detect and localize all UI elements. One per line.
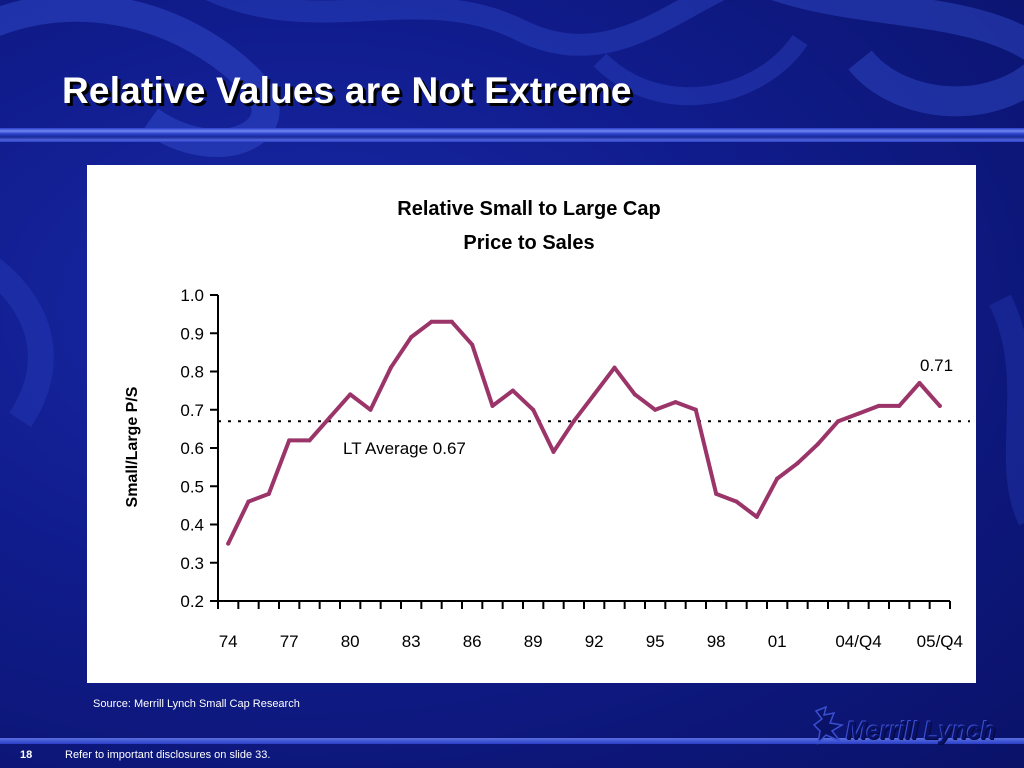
series-line	[226, 319, 942, 546]
data-point	[368, 407, 373, 412]
data-point	[937, 403, 942, 408]
data-point	[470, 342, 475, 347]
data-point	[754, 514, 759, 519]
y-tick-label: 1.0	[180, 286, 204, 305]
x-tick-label: 80	[341, 632, 360, 651]
data-point	[693, 407, 698, 412]
axes: 0.2 0.3 0.4 0.5 0.6 0.7 0.8 0.9 1.0 74 77 80 83 86 89 9…	[180, 286, 963, 651]
y-tick-label: 0.7	[180, 401, 204, 420]
disclosure-note: Refer to important disclosures on slide …	[65, 749, 271, 761]
data-point	[917, 380, 922, 385]
data-point	[510, 388, 515, 393]
x-tick-label: 74	[219, 632, 238, 651]
data-point	[856, 411, 861, 416]
data-point	[734, 499, 739, 504]
chart: Relative Small to Large Cap Price to Sal…	[124, 198, 970, 651]
x-tick-label: 95	[646, 632, 665, 651]
x-tick-label: 86	[463, 632, 482, 651]
data-point	[327, 415, 332, 420]
data-point	[673, 400, 678, 405]
data-point	[897, 403, 902, 408]
data-point	[714, 491, 719, 496]
y-tick-label: 0.5	[180, 477, 204, 496]
y-tick-label: 0.9	[180, 324, 204, 343]
data-point	[409, 335, 414, 340]
x-tick-label: 01	[768, 632, 787, 651]
data-point	[876, 403, 881, 408]
plot-area	[218, 319, 970, 546]
data-point	[531, 407, 536, 412]
y-tick-label: 0.6	[180, 439, 204, 458]
data-point	[653, 407, 658, 412]
x-tick-label: 05/Q4	[917, 632, 963, 651]
y-tick-label: 0.3	[180, 554, 204, 573]
x-tick-label: 92	[585, 632, 604, 651]
data-point	[449, 319, 454, 324]
data-point	[266, 491, 271, 496]
y-tick-label: 0.8	[180, 363, 204, 382]
data-point	[490, 403, 495, 408]
data-point	[775, 476, 780, 481]
brand-name: Merrill Lynch	[846, 717, 996, 745]
merrill-lynch-logo: Merrill Lynch	[812, 705, 1012, 751]
page-number: 18	[20, 749, 33, 761]
x-tick-label: 98	[707, 632, 726, 651]
y-axis-label: Small/Large P/S	[124, 386, 141, 507]
end-value-label: 0.71	[920, 356, 953, 375]
reference-line-label: LT Average 0.67	[343, 439, 466, 458]
source-note: Source: Merrill Lynch Small Cap Research	[93, 698, 300, 710]
data-point	[246, 499, 251, 504]
x-tick-label: 83	[402, 632, 421, 651]
chart-title-line-2: Price to Sales	[463, 232, 594, 254]
data-point	[612, 365, 617, 370]
data-point	[307, 438, 312, 443]
x-tick-label: 89	[524, 632, 543, 651]
title-divider	[0, 128, 1024, 142]
data-point	[632, 392, 637, 397]
slide-title: Relative Values are Not Extreme	[62, 70, 632, 111]
y-tick-label: 0.4	[180, 516, 204, 535]
y-tick-label: 0.2	[180, 592, 204, 611]
data-point	[592, 392, 597, 397]
data-point	[815, 442, 820, 447]
chart-title-line-1: Relative Small to Large Cap	[397, 198, 660, 220]
data-point	[571, 419, 576, 424]
data-point	[795, 461, 800, 466]
data-point	[429, 319, 434, 324]
data-point	[551, 449, 556, 454]
bull-icon	[812, 705, 845, 745]
data-point	[388, 365, 393, 370]
chart-panel: Relative Small to Large Cap Price to Sal…	[87, 165, 976, 683]
data-point	[348, 392, 353, 397]
data-point	[287, 438, 292, 443]
data-point	[836, 419, 841, 424]
data-point	[226, 541, 231, 546]
x-tick-label: 04/Q4	[835, 632, 881, 651]
footer-divider	[0, 738, 1024, 744]
x-tick-label: 77	[280, 632, 299, 651]
